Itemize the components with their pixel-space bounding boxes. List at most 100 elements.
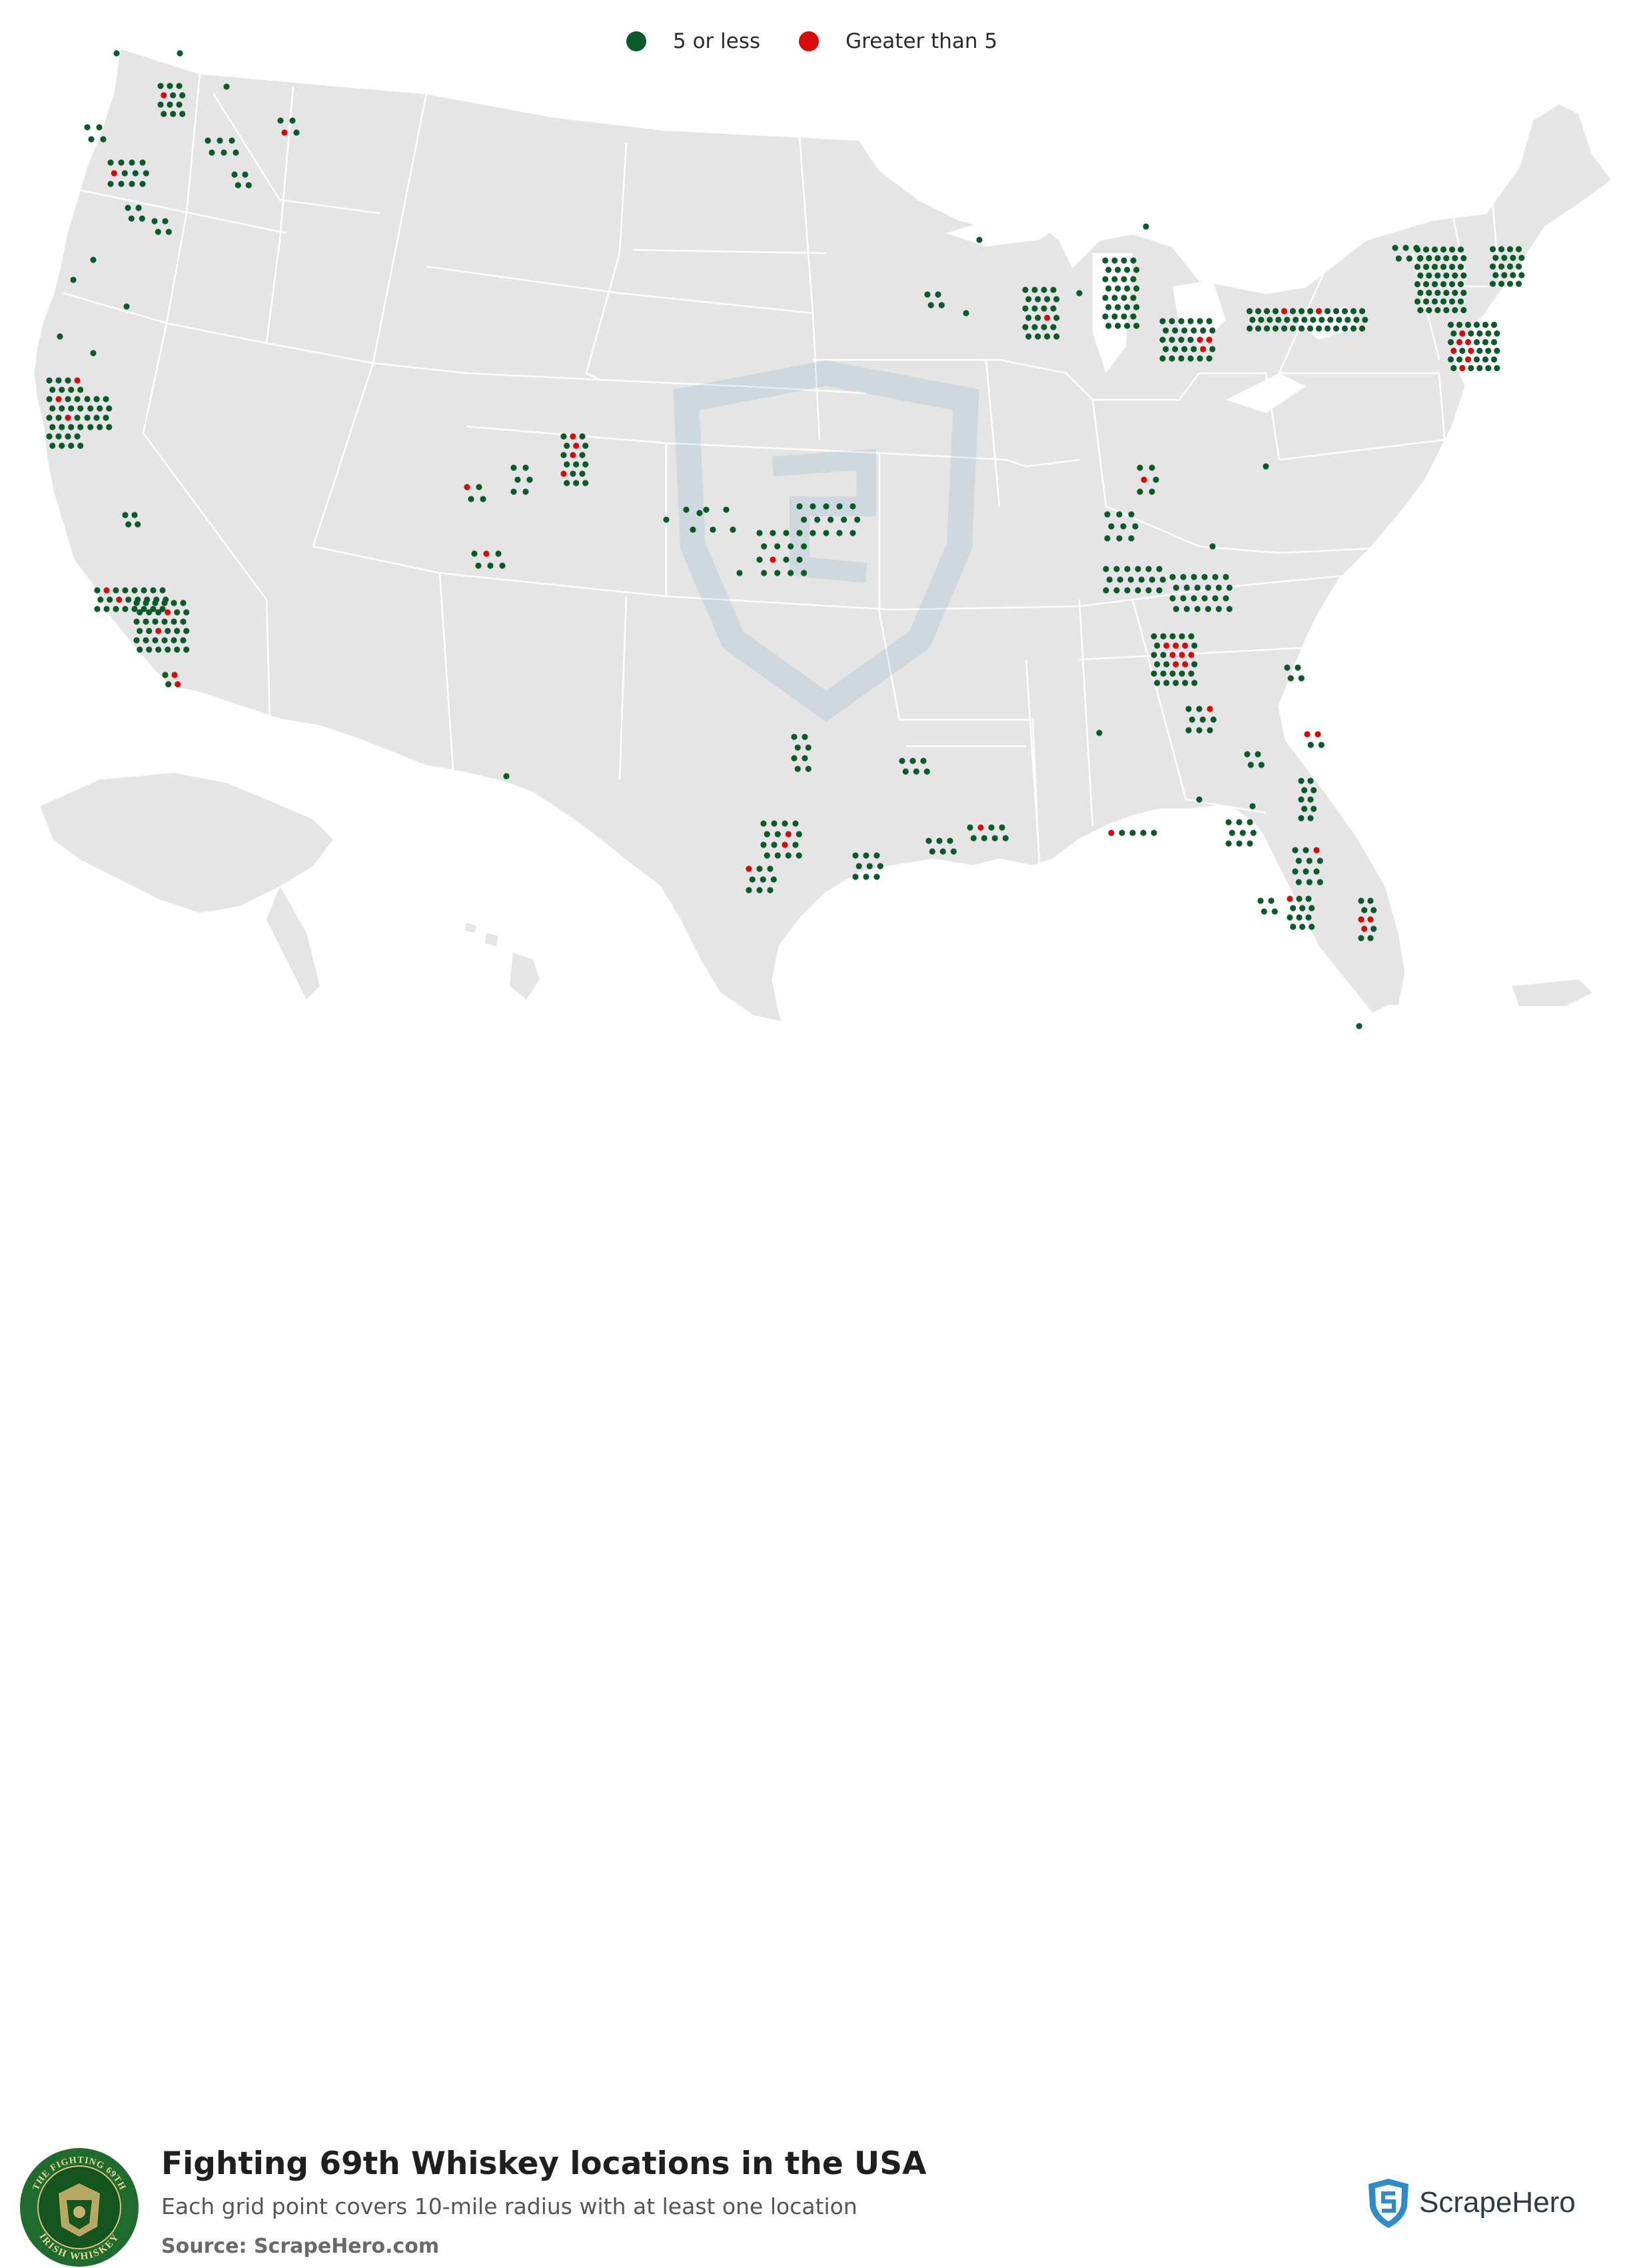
location-dot-le5 xyxy=(1482,321,1489,328)
location-dot-le5 xyxy=(221,149,227,156)
location-dot-le5 xyxy=(1025,333,1032,340)
location-dot-gt5 xyxy=(1287,895,1293,902)
location-dot-le5 xyxy=(1179,633,1185,640)
location-dot-le5 xyxy=(1053,296,1060,302)
location-dot-le5 xyxy=(1236,819,1243,826)
location-dot-le5 xyxy=(183,646,190,653)
location-dot-le5 xyxy=(1191,661,1198,668)
location-dot-le5 xyxy=(1506,246,1514,253)
location-dot-le5 xyxy=(171,600,177,606)
location-dot-le5 xyxy=(1181,346,1188,352)
location-dot-le5 xyxy=(947,838,953,844)
location-dot-le5 xyxy=(170,92,177,99)
location-dot-le5 xyxy=(88,136,95,143)
location-dot-gt5 xyxy=(1464,356,1472,363)
location-dot-le5 xyxy=(159,587,166,594)
location-dot-le5 xyxy=(1448,298,1456,305)
location-dot-le5 xyxy=(1197,355,1203,362)
location-dot-le5 xyxy=(1434,255,1441,262)
location-dot-le5 xyxy=(1169,633,1176,640)
location-dot-le5 xyxy=(152,637,159,644)
location-dot-le5 xyxy=(1416,255,1423,262)
location-dot-le5 xyxy=(1225,840,1232,847)
location-dot-le5 xyxy=(723,506,730,513)
location-dot-gt5 xyxy=(1468,347,1474,354)
location-dot-le5 xyxy=(920,758,927,764)
location-dot-le5 xyxy=(121,170,128,177)
location-dot-gt5 xyxy=(977,824,984,831)
location-dot-le5 xyxy=(579,433,586,440)
location-dot-le5 xyxy=(1103,566,1109,572)
location-dot-le5 xyxy=(976,237,983,243)
location-dot-gt5 xyxy=(1044,314,1051,321)
location-dot-le5 xyxy=(970,835,977,842)
location-dot-le5 xyxy=(802,755,808,762)
location-dot-le5 xyxy=(139,215,145,222)
location-dot-gt5 xyxy=(1450,347,1457,354)
location-dot-le5 xyxy=(179,92,186,99)
location-dot-le5 xyxy=(122,587,129,594)
location-dot-le5 xyxy=(1116,535,1123,542)
location-dot-le5 xyxy=(77,424,84,430)
location-dot-le5 xyxy=(1440,263,1447,271)
location-dot-gt5 xyxy=(570,433,576,440)
location-dot-le5 xyxy=(1261,908,1267,915)
location-dot-le5 xyxy=(1498,246,1505,253)
location-dot-le5 xyxy=(113,606,119,612)
location-dot-le5 xyxy=(233,149,239,156)
location-dot-le5 xyxy=(1185,727,1192,734)
location-dot-le5 xyxy=(1201,574,1208,580)
footer: THE FIGHTING 69TH IRISH WHISKEY Fighting… xyxy=(0,1066,1631,2267)
location-dot-le5 xyxy=(1180,574,1187,580)
location-dot-le5 xyxy=(74,433,81,440)
location-dot-le5 xyxy=(143,637,149,644)
legend-red-dot xyxy=(799,31,819,51)
location-dot-le5 xyxy=(174,609,181,616)
location-dot-le5 xyxy=(113,587,119,594)
location-dot-le5 xyxy=(1124,267,1131,273)
location-dot-le5 xyxy=(1178,336,1185,343)
location-dot-le5 xyxy=(1289,325,1297,332)
location-dot-le5 xyxy=(1191,346,1197,352)
location-dot-le5 xyxy=(1313,868,1320,875)
legend-item-large: Greater than 5 xyxy=(799,29,997,53)
location-dot-le5 xyxy=(1296,895,1303,902)
location-dot-le5 xyxy=(103,396,109,402)
location-dot-le5 xyxy=(475,562,482,569)
location-dot-gt5 xyxy=(560,470,567,477)
location-dot-le5 xyxy=(1191,680,1198,686)
location-dot-le5 xyxy=(151,218,158,225)
location-dot-le5 xyxy=(764,852,770,859)
location-dot-le5 xyxy=(923,768,930,775)
location-dot-le5 xyxy=(1489,246,1496,253)
location-dot-le5 xyxy=(514,476,521,483)
location-dot-le5 xyxy=(1159,336,1166,343)
location-dot-le5 xyxy=(84,396,91,402)
location-dot-le5 xyxy=(277,117,284,124)
location-dot-le5 xyxy=(560,452,567,458)
location-dot-le5 xyxy=(1025,296,1032,302)
location-dot-le5 xyxy=(139,181,146,187)
location-dot-le5 xyxy=(1287,675,1294,682)
source-value: ScrapeHero.com xyxy=(253,2235,440,2258)
location-dot-le5 xyxy=(1476,330,1483,337)
location-dot-le5 xyxy=(125,596,132,603)
location-dot-le5 xyxy=(1426,272,1432,279)
location-dot-le5 xyxy=(1324,325,1331,332)
location-dot-le5 xyxy=(1476,347,1483,354)
location-dot-le5 xyxy=(801,570,808,576)
location-dot-le5 xyxy=(764,831,770,838)
location-dot-le5 xyxy=(94,587,101,594)
location-dot-le5 xyxy=(1130,257,1137,264)
location-dot-le5 xyxy=(1457,246,1464,253)
location-dot-le5 xyxy=(1191,595,1197,602)
location-dot-le5 xyxy=(770,530,776,536)
location-dot-le5 xyxy=(1422,298,1430,305)
location-dot-le5 xyxy=(1206,355,1213,362)
location-dot-le5 xyxy=(1210,716,1217,723)
hawaii-land xyxy=(465,923,540,999)
location-dot-gt5 xyxy=(103,587,110,594)
location-dot-le5 xyxy=(736,570,743,576)
location-dot-le5 xyxy=(796,831,802,838)
location-dot-le5 xyxy=(1476,364,1483,372)
